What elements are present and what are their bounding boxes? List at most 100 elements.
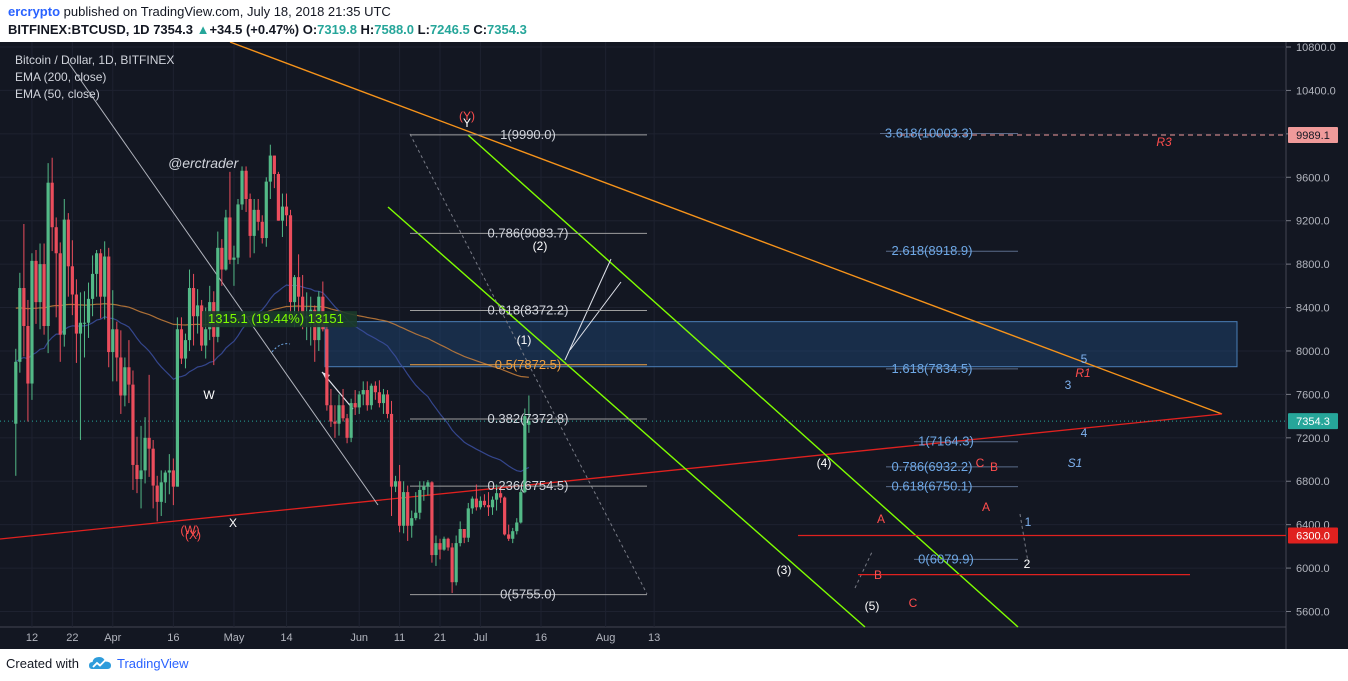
open-value: 7319.8 (317, 22, 357, 37)
author-link[interactable]: ercrypto (8, 4, 61, 19)
y-tick-label: 9600.0 (1296, 172, 1330, 184)
candle-body (414, 512, 418, 519)
candle-body (369, 385, 373, 406)
candle-body (292, 277, 297, 303)
close-value: 7354.3 (487, 22, 527, 37)
candle-body (438, 543, 442, 550)
change-value: +34.5 (+0.47%) (209, 22, 300, 37)
y-tick-label: 6000.0 (1296, 563, 1330, 575)
time-axis-labels: 12 22 Apr 16 May 14 Jun 11 21 Jul 16 Aug 13 (26, 632, 660, 644)
candle-body (325, 329, 329, 406)
candle-body (26, 325, 30, 384)
fib-ext-label: 3.618(10003.3) (885, 125, 973, 140)
candle-body (147, 437, 151, 449)
fib-level-label: 0.382(7372.8) (488, 411, 569, 426)
candle-body (151, 448, 155, 486)
candle-body (95, 253, 99, 274)
author-watermark: @erctrader (168, 155, 240, 171)
candle-body (515, 522, 519, 532)
candle-body (183, 340, 188, 359)
candle-body (365, 390, 369, 406)
quote-line: BITFINEX:BTCUSD, 1D 7354.3 ▲+34.5 (+0.47… (8, 22, 527, 37)
candle-body (82, 322, 87, 324)
wave-label: B (990, 460, 998, 474)
x-tick-label: 22 (66, 632, 78, 644)
candle-body (329, 405, 333, 422)
candle-body (216, 247, 220, 337)
wave-label: (W) (180, 523, 199, 537)
candle-body (66, 219, 70, 267)
candle-body (70, 266, 74, 295)
candle-body (78, 322, 83, 334)
time-axis-panel[interactable] (0, 627, 1286, 649)
candle-body (46, 182, 50, 326)
candle-body (470, 498, 474, 509)
candle-body (34, 260, 38, 303)
wave-label: Y (463, 116, 471, 130)
wave-label: (4) (817, 456, 832, 470)
candle-body (143, 437, 147, 471)
candle-body (511, 531, 515, 539)
candle-body (474, 498, 478, 508)
fib-level-label: 0(5755.0) (500, 587, 556, 602)
candle-body (50, 182, 54, 228)
candle-body (341, 405, 345, 419)
trendline-white (67, 61, 379, 506)
wedge-lower (569, 281, 622, 351)
x-tick-label: 14 (280, 632, 292, 644)
candle-body (74, 294, 78, 334)
wave-label: X (229, 516, 237, 530)
legend-ema200[interactable]: EMA (200, close) (15, 70, 106, 84)
wave-label: (2) (533, 239, 548, 253)
wave-label: 4 (1081, 426, 1088, 440)
candle-body (345, 418, 349, 438)
x-tick-label: Jul (473, 632, 487, 644)
symbol-label: BITFINEX:BTCUSD, 1D (8, 22, 150, 37)
tradingview-cloud-icon[interactable] (88, 654, 112, 672)
channel-lower (387, 206, 866, 628)
zone-rect (324, 321, 1238, 368)
candle-body (159, 482, 163, 502)
fib-level-label: 0.618(8372.2) (488, 303, 569, 318)
legend-ema50[interactable]: EMA (50, close) (15, 87, 100, 101)
fib-ext-label: 1(7164.3) (918, 434, 974, 449)
y-tick-label: 8000.0 (1296, 346, 1330, 358)
legend-title: Bitcoin / Dollar, 1D, BITFINEX (15, 53, 174, 67)
candle-body (90, 273, 95, 299)
wave-label: A (982, 500, 990, 514)
price-axis-panel[interactable] (1286, 42, 1348, 649)
candle-body (381, 394, 386, 404)
chart-canvas[interactable]: 1(9990.0) 0.786(9083.7) 0.618(8372.2) 0.5(7… (0, 42, 1348, 649)
candle-body (430, 482, 434, 556)
wave-label: R1 (1075, 366, 1090, 380)
dotted-arc (271, 343, 291, 353)
tradingview-link[interactable]: TradingView (117, 656, 189, 671)
x-tick-label: 21 (434, 632, 446, 644)
candle-body (200, 305, 204, 346)
candle-body (103, 256, 107, 297)
x-tick-label: Apr (104, 632, 121, 644)
wave-label: R3 (1156, 135, 1172, 149)
candle-body (268, 155, 272, 182)
wave-label: A (877, 512, 885, 526)
y-tick-label: 6800.0 (1296, 476, 1330, 488)
candle-body (107, 256, 111, 353)
candle-body (454, 543, 458, 583)
y-tick-label: 8800.0 (1296, 259, 1330, 271)
candle-body (175, 329, 179, 487)
low-label: L: (417, 22, 430, 37)
candle-body (18, 288, 22, 362)
candle-body (127, 367, 131, 385)
wave-annotations: 1315.1 (19.44%) 13151 W X (W)(X) (Y)Y (1) (2) (… (180, 109, 1172, 613)
x-tick-label: 12 (26, 632, 38, 644)
candle-body (244, 170, 248, 199)
candle-body (155, 485, 159, 502)
candle-body (466, 508, 470, 538)
x-tick-label: 11 (394, 632, 405, 644)
wave-label: 2 (1024, 557, 1031, 571)
candle-body (42, 264, 46, 326)
candle-body (458, 529, 462, 544)
candle-body (284, 206, 289, 216)
candle-body (422, 486, 426, 490)
candle-body (14, 361, 18, 424)
